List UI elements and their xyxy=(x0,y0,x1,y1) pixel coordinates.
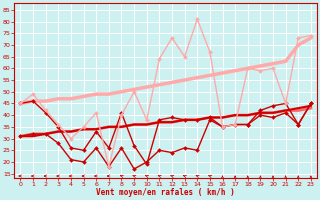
X-axis label: Vent moyen/en rafales ( km/h ): Vent moyen/en rafales ( km/h ) xyxy=(96,188,235,197)
